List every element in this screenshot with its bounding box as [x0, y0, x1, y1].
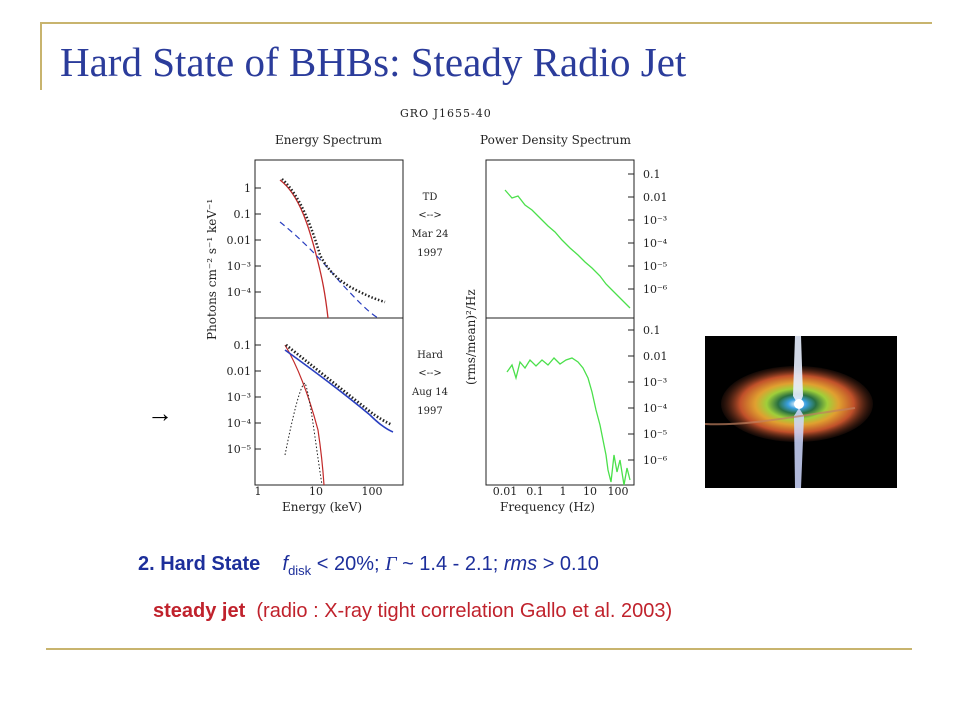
- energy-top-ticks: 1 0.1 0.01 10⁻³ 10⁻⁴: [227, 182, 252, 299]
- f-subscript: disk: [288, 563, 312, 578]
- state-td-date: Mar 24: [411, 229, 449, 240]
- pds-header: Power Density Spectrum: [480, 133, 631, 147]
- pds-bottom-tick-label: 10⁻⁴: [643, 402, 668, 415]
- energy-bottom-ticks: 0.1 0.01 10⁻³ 10⁻⁴ 10⁻⁵: [227, 339, 252, 456]
- state-td-column: TD <--> Mar 24 1997: [405, 190, 455, 261]
- energy-top-tick-label: 0.1: [234, 208, 252, 221]
- td-disk-model-line: [279, 179, 329, 319]
- energy-top-tick-label: 10⁻⁴: [227, 286, 252, 299]
- state-hard-date: Aug 14: [412, 387, 448, 398]
- energy-top-tick-label: 10⁻³: [227, 260, 251, 273]
- state-hard-name: Hard: [417, 350, 443, 361]
- right-arrow-icon: →: [147, 398, 173, 428]
- central-source: [794, 399, 804, 409]
- energy-bottom-frame: [254, 317, 404, 486]
- pds-x-tick-label: 100: [608, 485, 629, 498]
- top-rule: [42, 22, 932, 24]
- pds-top-frame: [485, 159, 635, 319]
- pds-top-tick-label: 0.1: [643, 168, 661, 181]
- energy-xlabel: Energy (keV): [282, 500, 363, 514]
- state-cond-2: ~ 1.4 - 2.1;: [396, 553, 504, 575]
- state-hard-arrow: <-->: [418, 368, 442, 379]
- energy-x-tick-label: 100: [362, 485, 383, 498]
- left-rule: [40, 22, 42, 90]
- pds-top-ticks: 0.1 0.01 10⁻³ 10⁻⁴ 10⁻⁵ 10⁻⁶: [643, 168, 668, 296]
- pds-xlabel: Frequency (Hz): [500, 500, 595, 514]
- steady-jet-note: (radio : X-ray tight correlation Gallo e…: [256, 600, 673, 622]
- figure-source-name: GRO J1655-40: [400, 107, 492, 120]
- td-pds-line: [504, 189, 631, 309]
- hard-state-label: 2. Hard State: [138, 553, 261, 575]
- steady-jet-line: steady jet (radio : X-ray tight correlat…: [153, 600, 672, 623]
- energy-bottom-tick-label: 0.1: [234, 339, 252, 352]
- bottom-rule: [46, 648, 912, 650]
- hard-powerlaw-line: [284, 349, 394, 433]
- td-data-points: [281, 178, 386, 304]
- energy-bottom-tick-label: 10⁻⁴: [227, 417, 252, 430]
- pds-bottom-tick-label: 10⁻⁵: [643, 428, 667, 441]
- pds-x-tick-label: 0.01: [493, 485, 518, 498]
- pds-top-tick-label: 0.01: [643, 191, 668, 204]
- hard-disk-model-line: [284, 344, 325, 486]
- energy-spectrum-header: Energy Spectrum: [275, 133, 382, 147]
- pds-x-tick-label: 0.1: [526, 485, 544, 498]
- hard-thermal-dotted-line: [284, 382, 323, 486]
- energy-top-tick-label: 0.01: [227, 234, 252, 247]
- state-td-arrow: <-->: [418, 210, 442, 221]
- pds-top-tick-label: 10⁻⁶: [643, 283, 668, 296]
- gamma-symbol: Γ: [385, 553, 397, 575]
- state-td-year: 1997: [417, 248, 443, 259]
- energy-bottom-tick-label: 10⁻⁵: [227, 443, 251, 456]
- pds-bottom-ticks: 0.1 0.01 10⁻³ 10⁻⁴ 10⁻⁵ 10⁻⁶: [643, 324, 668, 467]
- energy-x-ticks: 1 10 100: [255, 485, 383, 498]
- state-cond-3: > 0.10: [537, 553, 599, 575]
- pds-bottom-tick-label: 0.1: [643, 324, 661, 337]
- f-symbol: f: [282, 553, 289, 575]
- slide-title: Hard State of BHBs: Steady Radio Jet: [60, 39, 687, 85]
- rms-word: rms: [503, 553, 538, 575]
- hard-pds-line: [506, 357, 631, 486]
- energy-x-tick-label: 10: [309, 485, 323, 498]
- jet-lower: [794, 408, 804, 488]
- pds-x-ticks: 0.01 0.1 1 10 100: [493, 485, 629, 498]
- pds-bottom-tick-label: 10⁻³: [643, 376, 667, 389]
- pds-top-tick-label: 10⁻³: [643, 214, 667, 227]
- pds-x-tick-label: 10: [583, 485, 597, 498]
- energy-top-tick-label: 1: [244, 182, 251, 195]
- steady-jet-label: steady jet: [153, 600, 246, 622]
- pds-top-tick-label: 10⁻⁵: [643, 260, 667, 273]
- state-td-name: TD: [422, 192, 438, 203]
- jet-upper: [793, 336, 803, 406]
- energy-top-frame: [254, 159, 404, 319]
- td-powerlaw-line: [279, 221, 379, 319]
- energy-x-tick-label: 1: [255, 485, 262, 498]
- energy-bottom-tick-label: 10⁻³: [227, 391, 251, 404]
- state-hard-year: 1997: [417, 406, 443, 417]
- jet-illustration: [705, 336, 897, 488]
- pds-top-tick-label: 10⁻⁴: [643, 237, 668, 250]
- pds-x-tick-label: 1: [560, 485, 567, 498]
- pds-bottom-tick-label: 0.01: [643, 350, 668, 363]
- energy-bottom-tick-label: 0.01: [227, 365, 252, 378]
- pds-bottom-tick-label: 10⁻⁶: [643, 454, 668, 467]
- hard-state-line: 2. Hard State fdisk < 20%; Γ ~ 1.4 - 2.1…: [138, 553, 599, 578]
- hard-data-points: [285, 343, 393, 427]
- pds-bottom-frame: [485, 317, 635, 486]
- state-cond-1: < 20%;: [311, 553, 386, 575]
- state-hard-column: Hard <--> Aug 14 1997: [405, 348, 455, 419]
